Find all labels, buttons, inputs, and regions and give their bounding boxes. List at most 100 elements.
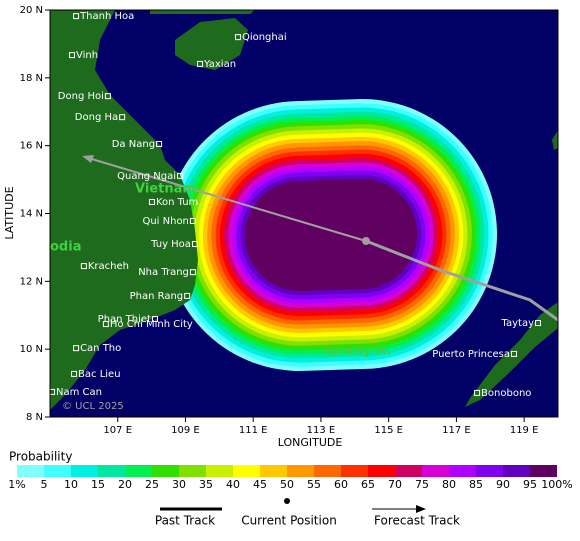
- legend-title: Probability: [9, 450, 72, 464]
- place-marker: [191, 241, 198, 248]
- x-tick-label: 115 E: [374, 425, 403, 436]
- place-label: Ho Chi Minh City: [110, 319, 193, 330]
- y-tick-label: 10 N: [20, 344, 43, 355]
- place-label: Thanh Hoa: [79, 11, 134, 22]
- place-label: Taytay: [501, 318, 535, 329]
- track: [82, 155, 558, 322]
- x-tick-label: 109 E: [171, 425, 200, 436]
- region-label: odia: [50, 240, 81, 255]
- legend-tick-label: 65: [361, 478, 375, 491]
- place-marker: [474, 389, 481, 396]
- legend-tick-label: 50: [280, 478, 294, 491]
- place-label: Kracheh: [88, 261, 129, 272]
- place-marker: [119, 114, 126, 121]
- legend-label: Current Position: [241, 514, 337, 528]
- legend-swatch: [17, 465, 44, 477]
- legend-tick-label: 35: [199, 478, 213, 491]
- legend-tick-label: 15: [91, 478, 105, 491]
- land: [175, 18, 248, 70]
- probability-band: [245, 179, 417, 291]
- legend-swatch: [422, 465, 449, 477]
- place-marker: [71, 370, 78, 377]
- x-tick-label: 107 E: [103, 425, 132, 436]
- legend-tick-label: 90: [496, 478, 510, 491]
- place-label: Da Nang: [112, 139, 155, 150]
- legend-label: Past Track: [155, 514, 215, 528]
- legend-tick-label: 5: [41, 478, 48, 491]
- place-marker: [234, 34, 241, 41]
- place-marker: [177, 172, 184, 179]
- current-position: [362, 237, 370, 245]
- legend-tick-label: 10: [64, 478, 78, 491]
- forecast-track: [365, 239, 558, 322]
- y-tick-label: 16 N: [20, 141, 43, 152]
- y-tick-label: 18 N: [20, 73, 43, 84]
- legend-swatch: [287, 465, 314, 477]
- legend-tick-label: 60: [334, 478, 348, 491]
- x-tick-label: 113 E: [307, 425, 336, 436]
- legend-swatch: [476, 465, 503, 477]
- legend-tick-label: 45: [253, 478, 267, 491]
- legend-tick-label: 80: [442, 478, 456, 491]
- x-tick-label: 111 E: [239, 425, 268, 436]
- place-label: Dong Ha: [75, 112, 118, 123]
- place-marker: [197, 60, 204, 67]
- legend-tick-label: 25: [145, 478, 159, 491]
- legend-swatch: [206, 465, 233, 477]
- place-marker: [102, 321, 109, 328]
- place-marker: [184, 292, 191, 299]
- place-marker: [73, 345, 80, 352]
- past-track: [84, 156, 367, 242]
- place-label: Dong Hoi: [58, 91, 104, 102]
- legend-swatch: [260, 465, 287, 477]
- place-marker: [189, 217, 196, 224]
- x-tick-label: 119 E: [510, 425, 539, 436]
- land: [50, 10, 198, 410]
- legend-swatch: [341, 465, 368, 477]
- place-label: Tuy Hoa: [150, 239, 191, 250]
- place-label: Quang Ngai: [117, 171, 176, 182]
- place-label: Phan Rang: [130, 291, 184, 302]
- place-marker: [189, 269, 196, 276]
- y-tick-label: 20 N: [20, 5, 43, 16]
- legend-swatch: [152, 465, 179, 477]
- legend-tick-label: 70: [388, 478, 402, 491]
- y-tick-label: 8 N: [26, 412, 43, 423]
- legend-swatch: [71, 465, 98, 477]
- place-marker: [73, 13, 80, 20]
- legend-tick-label: 20: [118, 478, 132, 491]
- place-marker: [510, 350, 517, 357]
- place-label: Kon Tum: [156, 197, 198, 208]
- place-label: Phan Thiet: [98, 314, 151, 325]
- legend-tick-label: 85: [469, 478, 483, 491]
- legend-tick-label: 75: [415, 478, 429, 491]
- legend-swatch: [530, 465, 557, 477]
- legend-swatch: [233, 465, 260, 477]
- place-marker: [104, 93, 111, 100]
- legend-swatch: [179, 465, 206, 477]
- legend-tick-label: 30: [172, 478, 186, 491]
- copyright: © UCL 2025: [62, 401, 124, 412]
- x-axis-label: LONGITUDE: [278, 436, 343, 449]
- place-marker: [148, 198, 155, 205]
- place-marker: [151, 315, 158, 322]
- place-label: Bonobono: [481, 388, 531, 399]
- place-label: Qionghai: [242, 32, 287, 43]
- track-arrow: [82, 155, 94, 163]
- legend-swatch: [395, 465, 422, 477]
- legend-swatch: [314, 465, 341, 477]
- place-marker: [50, 388, 56, 395]
- land: [552, 130, 558, 150]
- place-label: Nha Trang: [138, 267, 189, 278]
- legend-tick-label: 100%: [541, 478, 572, 491]
- place-label: Yaxian: [203, 59, 236, 70]
- legend-swatch: [98, 465, 125, 477]
- legend-swatch: [449, 465, 476, 477]
- region-label: Spratly Is.: [322, 344, 391, 358]
- legend-swatch: [125, 465, 152, 477]
- legend-tick-label: 55: [307, 478, 321, 491]
- x-tick-label: 117 E: [442, 425, 471, 436]
- place-label: Vinh: [76, 50, 98, 61]
- legend-swatch: [503, 465, 530, 477]
- place-marker: [535, 320, 542, 327]
